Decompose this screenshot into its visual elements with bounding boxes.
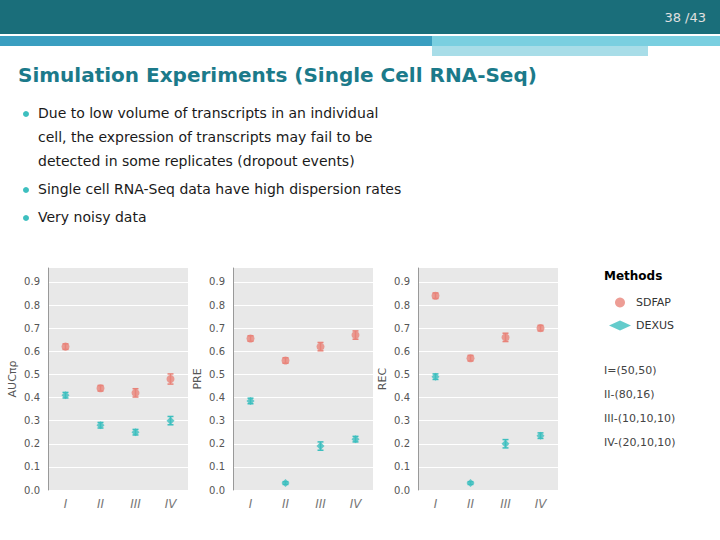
svg-text:0.5: 0.5 [24, 369, 40, 380]
svg-text:0.6: 0.6 [24, 346, 40, 357]
svg-text:II: II [97, 497, 105, 511]
svg-text:cell, the expression of transc: cell, the expression of transcripts may … [38, 129, 372, 145]
svg-text:II: II [467, 497, 475, 511]
svg-text:I: I [249, 497, 253, 511]
svg-text:0.9: 0.9 [24, 276, 40, 287]
svg-text:0.8: 0.8 [209, 300, 225, 311]
svg-text:II-(80,16): II-(80,16) [604, 388, 655, 401]
svg-text:0.3: 0.3 [24, 415, 40, 426]
svg-text:0.2: 0.2 [394, 438, 410, 449]
svg-text:0.7: 0.7 [209, 323, 225, 334]
svg-text:Very noisy data: Very noisy data [38, 209, 147, 225]
svg-text:38 /43: 38 /43 [664, 10, 706, 25]
svg-text:0.0: 0.0 [394, 485, 410, 496]
svg-text:0.1: 0.1 [209, 461, 225, 472]
svg-text:IV: IV [350, 497, 363, 511]
svg-text:III-(10,10,10): III-(10,10,10) [604, 412, 675, 425]
svg-text:I: I [64, 497, 68, 511]
svg-text:0.6: 0.6 [394, 346, 410, 357]
svg-text:0.4: 0.4 [394, 392, 410, 403]
svg-text:0.8: 0.8 [394, 300, 410, 311]
svg-text:0.4: 0.4 [209, 392, 225, 403]
svg-text:0.6: 0.6 [209, 346, 225, 357]
svg-text:0.8: 0.8 [24, 300, 40, 311]
svg-text:0.9: 0.9 [209, 276, 225, 287]
svg-text:0.3: 0.3 [394, 415, 410, 426]
svg-text:0.5: 0.5 [209, 369, 225, 380]
svg-text:0.5: 0.5 [394, 369, 410, 380]
svg-text:PRE: PRE [191, 368, 204, 389]
svg-text:III: III [130, 497, 141, 511]
svg-text:0.1: 0.1 [24, 461, 40, 472]
svg-text:0.0: 0.0 [209, 485, 225, 496]
svg-text:0.0: 0.0 [24, 485, 40, 496]
svg-text:AUCπρ: AUCπρ [6, 361, 19, 398]
svg-text:IV-(20,10,10): IV-(20,10,10) [604, 436, 676, 449]
svg-text:0.1: 0.1 [394, 461, 410, 472]
svg-text:0.2: 0.2 [209, 438, 225, 449]
svg-text:0.9: 0.9 [394, 276, 410, 287]
svg-text:IV: IV [535, 497, 548, 511]
svg-text:Due to low volume of transcrip: Due to low volume of transcripts in an i… [38, 105, 378, 121]
svg-text:Single cell RNA-Seq data have: Single cell RNA-Seq data have high dispe… [38, 181, 401, 197]
svg-text:III: III [500, 497, 511, 511]
svg-text:detected in some replicates (d: detected in some replicates (dropout eve… [38, 153, 355, 169]
svg-text:II: II [282, 497, 290, 511]
svg-text:DEXUS: DEXUS [636, 319, 674, 332]
svg-text:0.7: 0.7 [24, 323, 40, 334]
svg-text:IV: IV [165, 497, 178, 511]
svg-text:III: III [315, 497, 326, 511]
svg-text:REC: REC [376, 368, 389, 391]
svg-text:I: I [434, 497, 438, 511]
svg-text:I=(50,50): I=(50,50) [604, 364, 657, 377]
svg-text:0.4: 0.4 [24, 392, 40, 403]
svg-text:0.2: 0.2 [24, 438, 40, 449]
svg-text:Methods: Methods [604, 269, 662, 283]
svg-text:SDFAP: SDFAP [636, 296, 671, 309]
svg-text:0.7: 0.7 [394, 323, 410, 334]
svg-text:0.3: 0.3 [209, 415, 225, 426]
svg-text:Simulation Experiments (Single: Simulation Experiments (Single Cell RNA-… [18, 63, 537, 87]
